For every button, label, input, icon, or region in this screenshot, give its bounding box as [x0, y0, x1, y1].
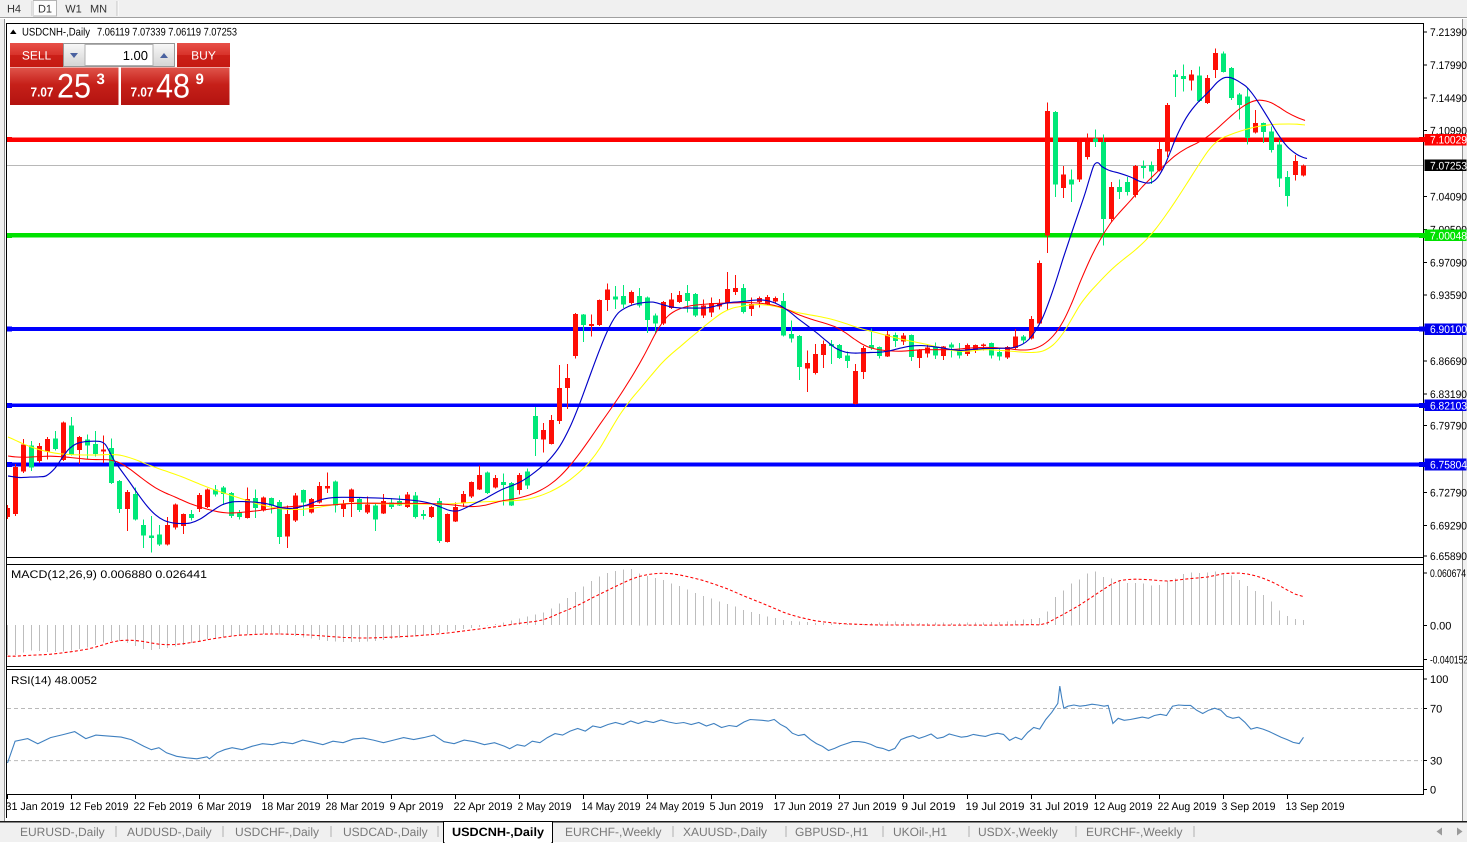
- svg-text:6.90100: 6.90100: [1430, 324, 1467, 336]
- svg-text:6.65890: 6.65890: [1430, 551, 1467, 563]
- svg-text:6.97090: 6.97090: [1430, 257, 1467, 269]
- svg-text:5 Jun 2019: 5 Jun 2019: [710, 801, 764, 813]
- svg-text:28 Mar 2019: 28 Mar 2019: [326, 801, 385, 813]
- svg-text:6.72790: 6.72790: [1430, 488, 1467, 500]
- svg-text:W1: W1: [65, 4, 82, 16]
- svg-text:USDCHF-,Daily: USDCHF-,Daily: [235, 825, 319, 839]
- svg-text:AUDUSD-,Daily: AUDUSD-,Daily: [127, 825, 212, 839]
- svg-text:BUY: BUY: [191, 49, 216, 63]
- svg-text:3: 3: [97, 71, 105, 88]
- svg-text:1.00: 1.00: [123, 48, 148, 63]
- svg-text:RSI(14) 48.0052: RSI(14) 48.0052: [11, 675, 97, 687]
- svg-text:48: 48: [156, 68, 190, 106]
- svg-text:31 Jan 2019: 31 Jan 2019: [6, 801, 65, 813]
- svg-text:6.93590: 6.93590: [1430, 290, 1467, 302]
- svg-text:14 May 2019: 14 May 2019: [582, 801, 641, 813]
- svg-text:2 May 2019: 2 May 2019: [518, 801, 572, 813]
- svg-text:-0.040152: -0.040152: [1430, 655, 1467, 667]
- svg-text:6.82103: 6.82103: [1430, 400, 1467, 412]
- svg-text:7.21390: 7.21390: [1430, 27, 1467, 39]
- svg-text:6.86690: 6.86690: [1430, 356, 1467, 368]
- svg-text:7.04090: 7.04090: [1430, 192, 1467, 204]
- svg-text:25: 25: [57, 68, 91, 106]
- svg-text:USDCAD-,Daily: USDCAD-,Daily: [343, 825, 428, 839]
- svg-text:GBPUSD-,H1: GBPUSD-,H1: [795, 825, 869, 839]
- svg-text:EURCHF-,Weekly: EURCHF-,Weekly: [1086, 825, 1182, 839]
- svg-text:D1: D1: [38, 4, 52, 16]
- svg-text:31 Jul 2019: 31 Jul 2019: [1030, 801, 1089, 813]
- svg-text:22 Feb 2019: 22 Feb 2019: [134, 801, 193, 813]
- svg-text:30: 30: [1430, 756, 1442, 768]
- svg-text:7.07: 7.07: [31, 85, 54, 100]
- svg-text:7.07: 7.07: [131, 85, 154, 100]
- svg-text:24 May 2019: 24 May 2019: [646, 801, 705, 813]
- svg-text:7.00048: 7.00048: [1430, 230, 1467, 242]
- svg-text:3 Sep 2019: 3 Sep 2019: [1222, 801, 1276, 813]
- svg-text:7.07253: 7.07253: [1430, 160, 1467, 172]
- svg-text:7.14490: 7.14490: [1430, 93, 1467, 105]
- svg-text:17 Jun 2019: 17 Jun 2019: [774, 801, 833, 813]
- svg-text:22 Aug 2019: 22 Aug 2019: [1158, 801, 1217, 813]
- svg-text:6 Mar 2019: 6 Mar 2019: [198, 801, 252, 813]
- svg-text:USDCNH-,Daily: USDCNH-,Daily: [22, 27, 90, 39]
- svg-text:6.69290: 6.69290: [1430, 521, 1467, 533]
- svg-text:7.17990: 7.17990: [1430, 60, 1467, 72]
- svg-text:19 Jul 2019: 19 Jul 2019: [966, 801, 1025, 813]
- svg-text:USDX-,Weekly: USDX-,Weekly: [978, 825, 1058, 839]
- svg-text:22 Apr 2019: 22 Apr 2019: [454, 801, 513, 813]
- svg-text:6.83190: 6.83190: [1430, 389, 1467, 401]
- svg-text:9: 9: [196, 71, 204, 88]
- svg-text:9 Apr 2019: 9 Apr 2019: [390, 801, 444, 813]
- svg-text:18 Mar 2019: 18 Mar 2019: [262, 801, 321, 813]
- svg-text:13 Sep 2019: 13 Sep 2019: [1286, 801, 1345, 813]
- svg-text:MACD(12,26,9) 0.006880 0.02644: MACD(12,26,9) 0.006880 0.026441: [11, 569, 207, 581]
- svg-text:USDCNH-,Daily: USDCNH-,Daily: [452, 825, 544, 839]
- svg-text:UKOil-,H1: UKOil-,H1: [893, 825, 947, 839]
- svg-text:7.10029: 7.10029: [1430, 135, 1467, 147]
- svg-text:100: 100: [1430, 674, 1448, 686]
- svg-text:6.79790: 6.79790: [1430, 421, 1467, 433]
- svg-text:MN: MN: [90, 4, 107, 16]
- svg-text:9 Jul 2019: 9 Jul 2019: [902, 801, 956, 813]
- svg-text:7.06119 7.07339 7.06119 7.0725: 7.06119 7.07339 7.06119 7.07253: [97, 27, 237, 39]
- svg-text:EURCHF-,Weekly: EURCHF-,Weekly: [565, 825, 661, 839]
- svg-text:EURUSD-,Daily: EURUSD-,Daily: [20, 825, 105, 839]
- svg-text:XAUUSD-,Daily: XAUUSD-,Daily: [683, 825, 767, 839]
- svg-text:27 Jun 2019: 27 Jun 2019: [838, 801, 897, 813]
- svg-text:SELL: SELL: [22, 49, 52, 63]
- svg-text:12 Feb 2019: 12 Feb 2019: [70, 801, 129, 813]
- svg-text:12 Aug 2019: 12 Aug 2019: [1094, 801, 1153, 813]
- svg-text:0.060674: 0.060674: [1430, 568, 1466, 580]
- svg-text:H4: H4: [7, 4, 21, 16]
- svg-text:6.75804: 6.75804: [1430, 460, 1467, 472]
- svg-text:0: 0: [1430, 785, 1436, 797]
- svg-text:0.00: 0.00: [1430, 620, 1451, 632]
- svg-text:70: 70: [1430, 704, 1442, 716]
